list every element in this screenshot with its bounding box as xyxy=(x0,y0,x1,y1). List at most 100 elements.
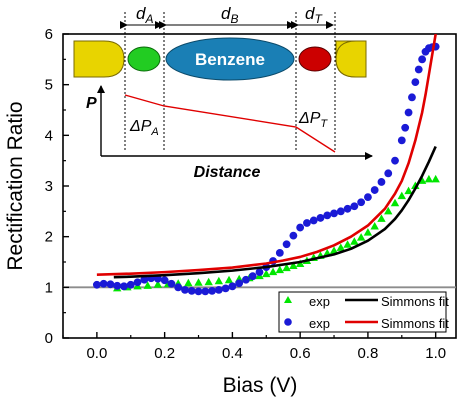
point-circle xyxy=(343,204,352,213)
left-electrode xyxy=(73,40,125,78)
point-circle xyxy=(414,65,423,74)
point-circle xyxy=(401,123,410,132)
point-circle xyxy=(99,279,108,288)
point-circle xyxy=(208,286,216,295)
point-circle xyxy=(248,272,257,281)
point-circle xyxy=(377,178,386,186)
point-triangle xyxy=(350,237,359,245)
y-tick-label: 3 xyxy=(45,178,53,195)
y-tick-label: 4 xyxy=(45,127,53,144)
plot-area: 0.0 0.2 0.4 0.6 0.8 1.0 0 1 2 3 4 5 6 xyxy=(45,26,457,362)
point-circle xyxy=(336,207,345,216)
point-circle xyxy=(167,279,176,288)
label-dT: dT xyxy=(305,4,323,26)
point-triangle xyxy=(184,278,193,287)
point-triangle xyxy=(363,228,373,236)
legend-label-exp-1: exp xyxy=(309,294,330,309)
point-triangle xyxy=(384,206,393,215)
anchor-group-T xyxy=(298,46,332,72)
point-circle xyxy=(316,214,325,222)
point-triangle xyxy=(262,269,271,278)
x-tick-label: 0.6 xyxy=(290,345,311,362)
point-triangle xyxy=(370,222,379,230)
point-circle xyxy=(364,193,372,202)
point-triangle xyxy=(194,278,203,286)
legend-marker-triangle xyxy=(284,296,292,303)
y-axis-label: Rectification Ratio xyxy=(4,101,27,270)
inset-p-label: P xyxy=(86,95,97,112)
series-layer xyxy=(92,34,440,296)
point-triangle xyxy=(343,240,352,248)
x-tick-label: 1.0 xyxy=(425,345,446,362)
point-triangle xyxy=(329,246,339,254)
y-tick-label: 0 xyxy=(45,330,53,347)
benzene-ellipse xyxy=(165,37,295,81)
legend-label-fit-2: Simmons fit xyxy=(381,316,449,331)
point-circle xyxy=(418,55,427,64)
point-triangle xyxy=(268,267,278,276)
point-circle xyxy=(411,78,420,87)
point-circle xyxy=(187,286,196,295)
point-triangle xyxy=(431,174,440,183)
point-triangle xyxy=(282,263,291,272)
point-triangle xyxy=(224,275,234,284)
label-dA: dA xyxy=(136,4,153,26)
legend-box xyxy=(278,291,447,333)
benzene-label: Benzene xyxy=(195,50,265,69)
point-triangle xyxy=(336,243,346,251)
point-circle xyxy=(92,280,101,289)
point-circle xyxy=(350,202,359,211)
label-dB: dB xyxy=(221,4,238,26)
point-circle xyxy=(140,275,149,284)
point-circle xyxy=(330,209,338,218)
fit-line-red_fit xyxy=(96,34,437,276)
point-circle xyxy=(221,284,230,293)
y-tick-label: 5 xyxy=(45,77,53,94)
x-tick-label: 0.4 xyxy=(222,345,243,362)
point-triangle xyxy=(275,265,285,274)
point-circle xyxy=(201,287,210,296)
inset-schematic: dA dB dT Benzene P Distance ΔPA ΔPT xyxy=(73,4,373,181)
point-triangle xyxy=(214,276,224,285)
y-tick-label: 2 xyxy=(45,229,53,246)
legend-label-exp-2: exp xyxy=(309,316,330,331)
inset-distance-label: Distance xyxy=(194,164,261,181)
anchor-group-A xyxy=(127,46,161,72)
point-circle xyxy=(384,169,393,178)
legend-label-fit-1: Simmons fit xyxy=(381,294,449,309)
point-circle xyxy=(194,287,203,296)
point-circle xyxy=(228,282,237,291)
fit-line-black_fit xyxy=(113,145,437,279)
point-circle xyxy=(357,198,366,207)
point-triangle xyxy=(377,214,386,222)
point-circle xyxy=(408,93,416,102)
point-circle xyxy=(370,186,379,194)
point-circle xyxy=(120,282,128,291)
point-circle xyxy=(181,285,189,294)
point-circle xyxy=(160,276,169,285)
point-triangle xyxy=(404,186,413,195)
point-circle xyxy=(391,156,399,165)
point-circle xyxy=(214,285,223,294)
ticks-layer: 0.0 0.2 0.4 0.6 0.8 1.0 0 1 2 3 4 5 6 xyxy=(45,26,446,362)
label-dPA: ΔPA xyxy=(129,118,159,138)
point-circle xyxy=(289,231,298,240)
point-circle xyxy=(323,211,332,220)
point-triangle xyxy=(143,281,152,289)
legend-marker-circle xyxy=(284,318,292,326)
point-circle xyxy=(404,108,413,117)
x-tick-label: 0.2 xyxy=(154,345,175,362)
point-circle xyxy=(282,240,291,249)
right-electrode-cap xyxy=(335,40,367,78)
point-circle xyxy=(133,278,142,287)
point-circle xyxy=(296,223,305,232)
point-triangle xyxy=(424,174,434,183)
point-circle xyxy=(106,280,115,289)
inset-profile-line xyxy=(124,94,336,153)
point-circle xyxy=(174,283,183,292)
point-circle xyxy=(255,268,264,277)
point-triangle xyxy=(356,233,366,241)
point-triangle xyxy=(289,261,298,270)
legend: exp Simmons fit exp Simmons fit xyxy=(278,291,449,333)
